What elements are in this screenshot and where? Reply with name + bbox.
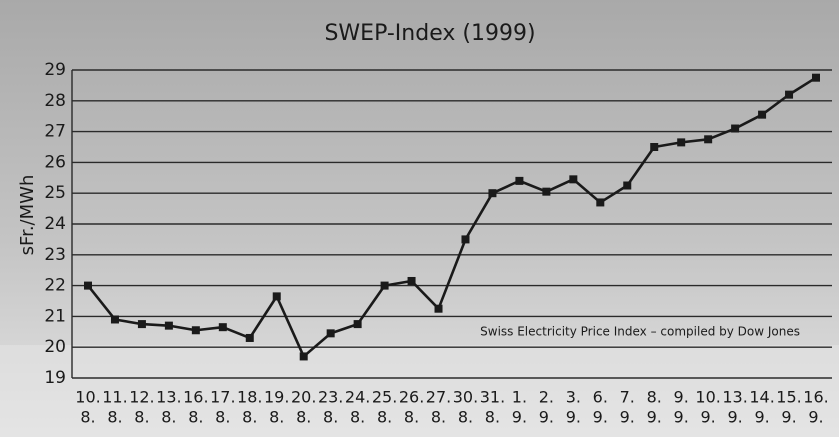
y-tick-label: 27 — [44, 122, 66, 142]
x-tick-label: 9. — [647, 408, 662, 427]
marker — [219, 323, 227, 331]
y-tick-label: 28 — [44, 91, 66, 111]
y-tick-label: 25 — [44, 183, 66, 203]
marker — [650, 143, 658, 151]
marker — [408, 277, 416, 285]
x-tick-label: 14. — [749, 388, 774, 407]
x-tick-label: 9. — [566, 408, 581, 427]
marker — [192, 326, 200, 334]
x-tick-label: 9. — [754, 408, 769, 427]
x-tick-label: 13. — [722, 388, 747, 407]
annotation: Swiss Electricity Price Index – compiled… — [480, 325, 800, 339]
marker — [542, 188, 550, 196]
x-tick-label: 16. — [803, 388, 828, 407]
y-axis-label: sFr./MWh — [17, 175, 38, 256]
marker — [731, 125, 739, 133]
x-tick-label: 10. — [75, 388, 100, 407]
x-tick-label: 8. — [350, 408, 365, 427]
x-tick-label: 8. — [242, 408, 257, 427]
x-tick-label: 8. — [458, 408, 473, 427]
marker — [704, 135, 712, 143]
y-tick-label: 26 — [44, 152, 66, 172]
x-tick-label: 31. — [480, 388, 505, 407]
chart-title: SWEP-Index (1999) — [324, 21, 535, 46]
x-tick-label: 8. — [107, 408, 122, 427]
marker — [138, 320, 146, 328]
marker — [435, 305, 443, 313]
x-tick-label: 19. — [264, 388, 289, 407]
x-tick-label: 9. — [674, 408, 689, 427]
x-tick-label: 27. — [426, 388, 451, 407]
x-tick-label: 8. — [431, 408, 446, 427]
y-tick-label: 29 — [44, 60, 66, 80]
y-tick-label: 21 — [44, 306, 66, 326]
x-tick-label: 24. — [345, 388, 370, 407]
x-tick-label: 9. — [781, 408, 796, 427]
x-tick-label: 30. — [453, 388, 478, 407]
marker — [677, 138, 685, 146]
x-tick-label: 8. — [485, 408, 500, 427]
marker — [623, 182, 631, 190]
x-tick-label: 16. — [183, 388, 208, 407]
marker — [488, 189, 496, 197]
x-tick-label: 8. — [377, 408, 392, 427]
x-tick-label: 9. — [701, 408, 716, 427]
y-tick-label: 23 — [44, 245, 66, 265]
x-tick-label: 2. — [539, 388, 554, 407]
x-tick-label: 8. — [269, 408, 284, 427]
marker — [246, 334, 254, 342]
y-tick-label: 19 — [44, 368, 66, 388]
marker — [354, 320, 362, 328]
y-tick-label: 22 — [44, 276, 66, 296]
x-tick-label: 23. — [318, 388, 343, 407]
x-tick-label: 8. — [647, 388, 662, 407]
x-tick-label: 3. — [566, 388, 581, 407]
marker — [165, 322, 173, 330]
chart: SWEP-Index (1999) sFr./MWh Swiss Electri… — [0, 0, 839, 437]
x-tick-label: 11. — [102, 388, 127, 407]
x-tick-label: 8. — [296, 408, 311, 427]
x-tick-label: 10. — [695, 388, 720, 407]
x-tick-label: 8. — [161, 408, 176, 427]
y-tick-label: 24 — [44, 214, 66, 234]
marker — [300, 352, 308, 360]
x-tick-label: 17. — [210, 388, 235, 407]
x-tick-label: 8. — [323, 408, 338, 427]
marker — [785, 91, 793, 99]
y-tick-label: 20 — [44, 337, 66, 357]
x-tick-label: 8. — [134, 408, 149, 427]
x-tick-label: 8. — [188, 408, 203, 427]
x-tick-label: 8. — [215, 408, 230, 427]
x-tick-label: 26. — [399, 388, 424, 407]
x-tick-label: 6. — [593, 388, 608, 407]
marker — [84, 282, 92, 290]
x-tick-label: 9. — [808, 408, 823, 427]
x-tick-label: 9. — [593, 408, 608, 427]
x-tick-label: 15. — [776, 388, 801, 407]
x-tick-label: 9. — [512, 408, 527, 427]
x-tick-label: 12. — [129, 388, 154, 407]
x-tick-label: 1. — [512, 388, 527, 407]
x-tick-label: 25. — [372, 388, 397, 407]
x-tick-label: 7. — [620, 388, 635, 407]
x-tick-label: 8. — [404, 408, 419, 427]
marker — [569, 175, 577, 183]
x-tick-label: 20. — [291, 388, 316, 407]
x-tick-label: 9. — [727, 408, 742, 427]
marker — [461, 235, 469, 243]
marker — [381, 282, 389, 290]
marker — [273, 292, 281, 300]
x-tick-label: 18. — [237, 388, 262, 407]
marker — [515, 177, 523, 185]
x-tick-label: 13. — [156, 388, 181, 407]
x-tick-label: 9. — [674, 388, 689, 407]
x-tick-label: 9. — [620, 408, 635, 427]
marker — [111, 315, 119, 323]
marker — [758, 111, 766, 119]
x-tick-label: 9. — [539, 408, 554, 427]
marker — [596, 198, 604, 206]
x-tick-label: 8. — [80, 408, 95, 427]
marker — [812, 74, 820, 82]
marker — [327, 329, 335, 337]
